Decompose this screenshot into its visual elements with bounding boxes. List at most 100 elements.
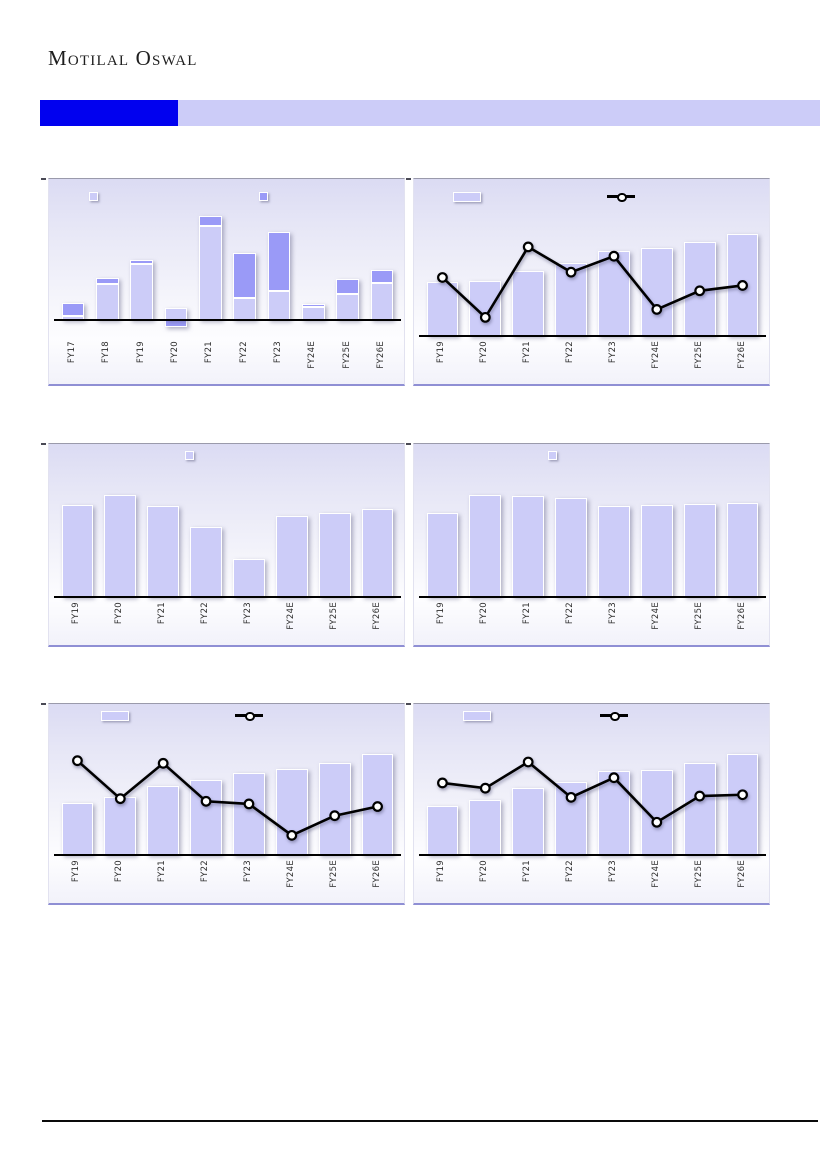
x-axis-label: FY26E (375, 341, 386, 369)
bar-FY25E (318, 763, 351, 855)
x-axis-label: FY20 (479, 860, 490, 883)
line-marker-FY26E (737, 280, 748, 291)
x-axis-label: FY23 (607, 602, 618, 625)
line-marker-FY23 (608, 250, 620, 262)
legend-bar-swatch (453, 192, 481, 202)
bar-FY25E (336, 279, 359, 321)
bar-segment-dark (61, 302, 85, 317)
x-axis-label: FY20 (479, 341, 490, 364)
bar-FY21 (147, 786, 180, 855)
chart-x-axis-labels: FY19 FY20 FY21 FY22 FY23 FY24E FY25E FY26E (56, 599, 399, 643)
x-axis-line (54, 596, 401, 598)
bar-segment-dark (267, 232, 291, 291)
bar-negative-segment-FY20 (164, 320, 188, 327)
bar-FY19 (130, 259, 154, 321)
legend-bar-swatch (101, 711, 129, 721)
bar-FY22 (233, 253, 256, 321)
bar-segment-light (426, 805, 459, 855)
line-marker-FY26E (737, 789, 748, 801)
x-axis-label: FY23 (272, 341, 283, 364)
x-axis-label: FY20 (114, 602, 125, 625)
x-axis-label: FY19 (71, 860, 82, 883)
line-marker-FY26E (372, 801, 383, 812)
bar-FY22 (190, 527, 222, 597)
x-axis-label: FY26E (736, 860, 747, 888)
legend-marker-icon (245, 711, 255, 721)
bar-segment-light (640, 504, 673, 597)
bar-segment-light (640, 248, 673, 336)
legend-light-square (548, 451, 557, 460)
x-axis-label: FY24E (650, 341, 661, 369)
section-header-band-accent (40, 100, 178, 126)
chart-4-bar: FY19 FY20 FY21 FY22 FY23 FY24E FY25E FY26E (406, 443, 770, 647)
bar-segment-light (104, 494, 137, 597)
x-axis-label: FY23 (242, 860, 253, 883)
x-axis-line (54, 854, 401, 856)
chart-plot-area (54, 203, 401, 336)
line-marker-FY23 (243, 798, 255, 810)
bar-FY23 (598, 771, 630, 855)
x-axis-label: FY20 (170, 341, 181, 364)
x-axis-line (419, 854, 766, 856)
chart-legend (414, 444, 769, 464)
line-marker-FY24E (286, 829, 298, 841)
legend-line-marker (235, 711, 263, 721)
x-axis-label: FY24E (285, 860, 296, 888)
x-axis-label: FY22 (200, 860, 211, 883)
line-marker-FY19 (437, 777, 448, 789)
bar-segment-light (96, 283, 119, 321)
bar-segment-light (426, 513, 459, 597)
bar-segment-dark (199, 215, 222, 227)
chart-x-axis-labels: FY17 FY18 FY19 FY20 FY21 FY22 FY23 FY24E FY25E FY… (56, 338, 399, 382)
bar-FY24E (640, 248, 673, 336)
bar-FY23 (233, 559, 265, 597)
line-series (72, 755, 383, 841)
bar-segment-dark (336, 279, 359, 295)
bar-FY21 (512, 270, 545, 336)
bar-segment-light (275, 516, 308, 597)
line-marker-FY24E (651, 816, 663, 828)
bar-segment-light (61, 504, 94, 597)
bar-segment-light (233, 559, 265, 597)
x-axis-label: FY21 (522, 860, 533, 883)
line-marker-FY21 (157, 757, 169, 769)
legend-light-square (185, 451, 194, 460)
bar-segment-light (61, 802, 94, 855)
bar-segment-light (267, 290, 291, 321)
chart-6-bar-line: FY19 FY20 FY21 FY22 FY23 FY24E FY25E FY26E (406, 703, 770, 905)
bar-FY19 (426, 805, 459, 855)
x-axis-label: FY18 (101, 341, 112, 364)
x-axis-label: FY17 (67, 341, 78, 364)
bar-segment-light (336, 294, 359, 321)
chart-plot-area (419, 464, 766, 598)
bar-FY23 (598, 505, 630, 597)
line-marker-FY25E (329, 810, 341, 822)
line-marker-FY22 (565, 266, 577, 278)
chart-legend (49, 179, 404, 203)
chart-legend (49, 444, 404, 464)
legend-marker-icon (617, 192, 627, 202)
bar-FY26E (726, 754, 759, 855)
x-axis-label: FY23 (242, 602, 253, 625)
bar-FY19 (61, 504, 94, 597)
bar-FY26E (361, 509, 394, 597)
bar-segment-light (555, 497, 587, 597)
bar-FY23 (267, 232, 291, 321)
x-axis-label: FY24E (650, 860, 661, 888)
line-marker-FY22 (200, 795, 212, 807)
chart-plot-area (54, 724, 401, 856)
bar-FY21 (512, 787, 545, 855)
bar-segment-light (683, 503, 716, 597)
bar-FY21 (147, 505, 180, 597)
line-series (437, 241, 748, 323)
bar-segment-light (370, 282, 394, 321)
bar-FY17 (61, 302, 85, 321)
x-axis-label: FY19 (436, 341, 447, 364)
bar-segment-light (130, 263, 154, 321)
x-axis-line (419, 335, 766, 337)
chart-x-axis-labels: FY19 FY20 FY21 FY22 FY23 FY24E FY25E FY26E (421, 857, 764, 901)
x-axis-label: FY26E (371, 602, 382, 630)
bar-FY23 (233, 773, 265, 855)
brand-logo-text: Motilal Oswal (48, 46, 198, 70)
x-axis-label: FY21 (157, 602, 168, 625)
